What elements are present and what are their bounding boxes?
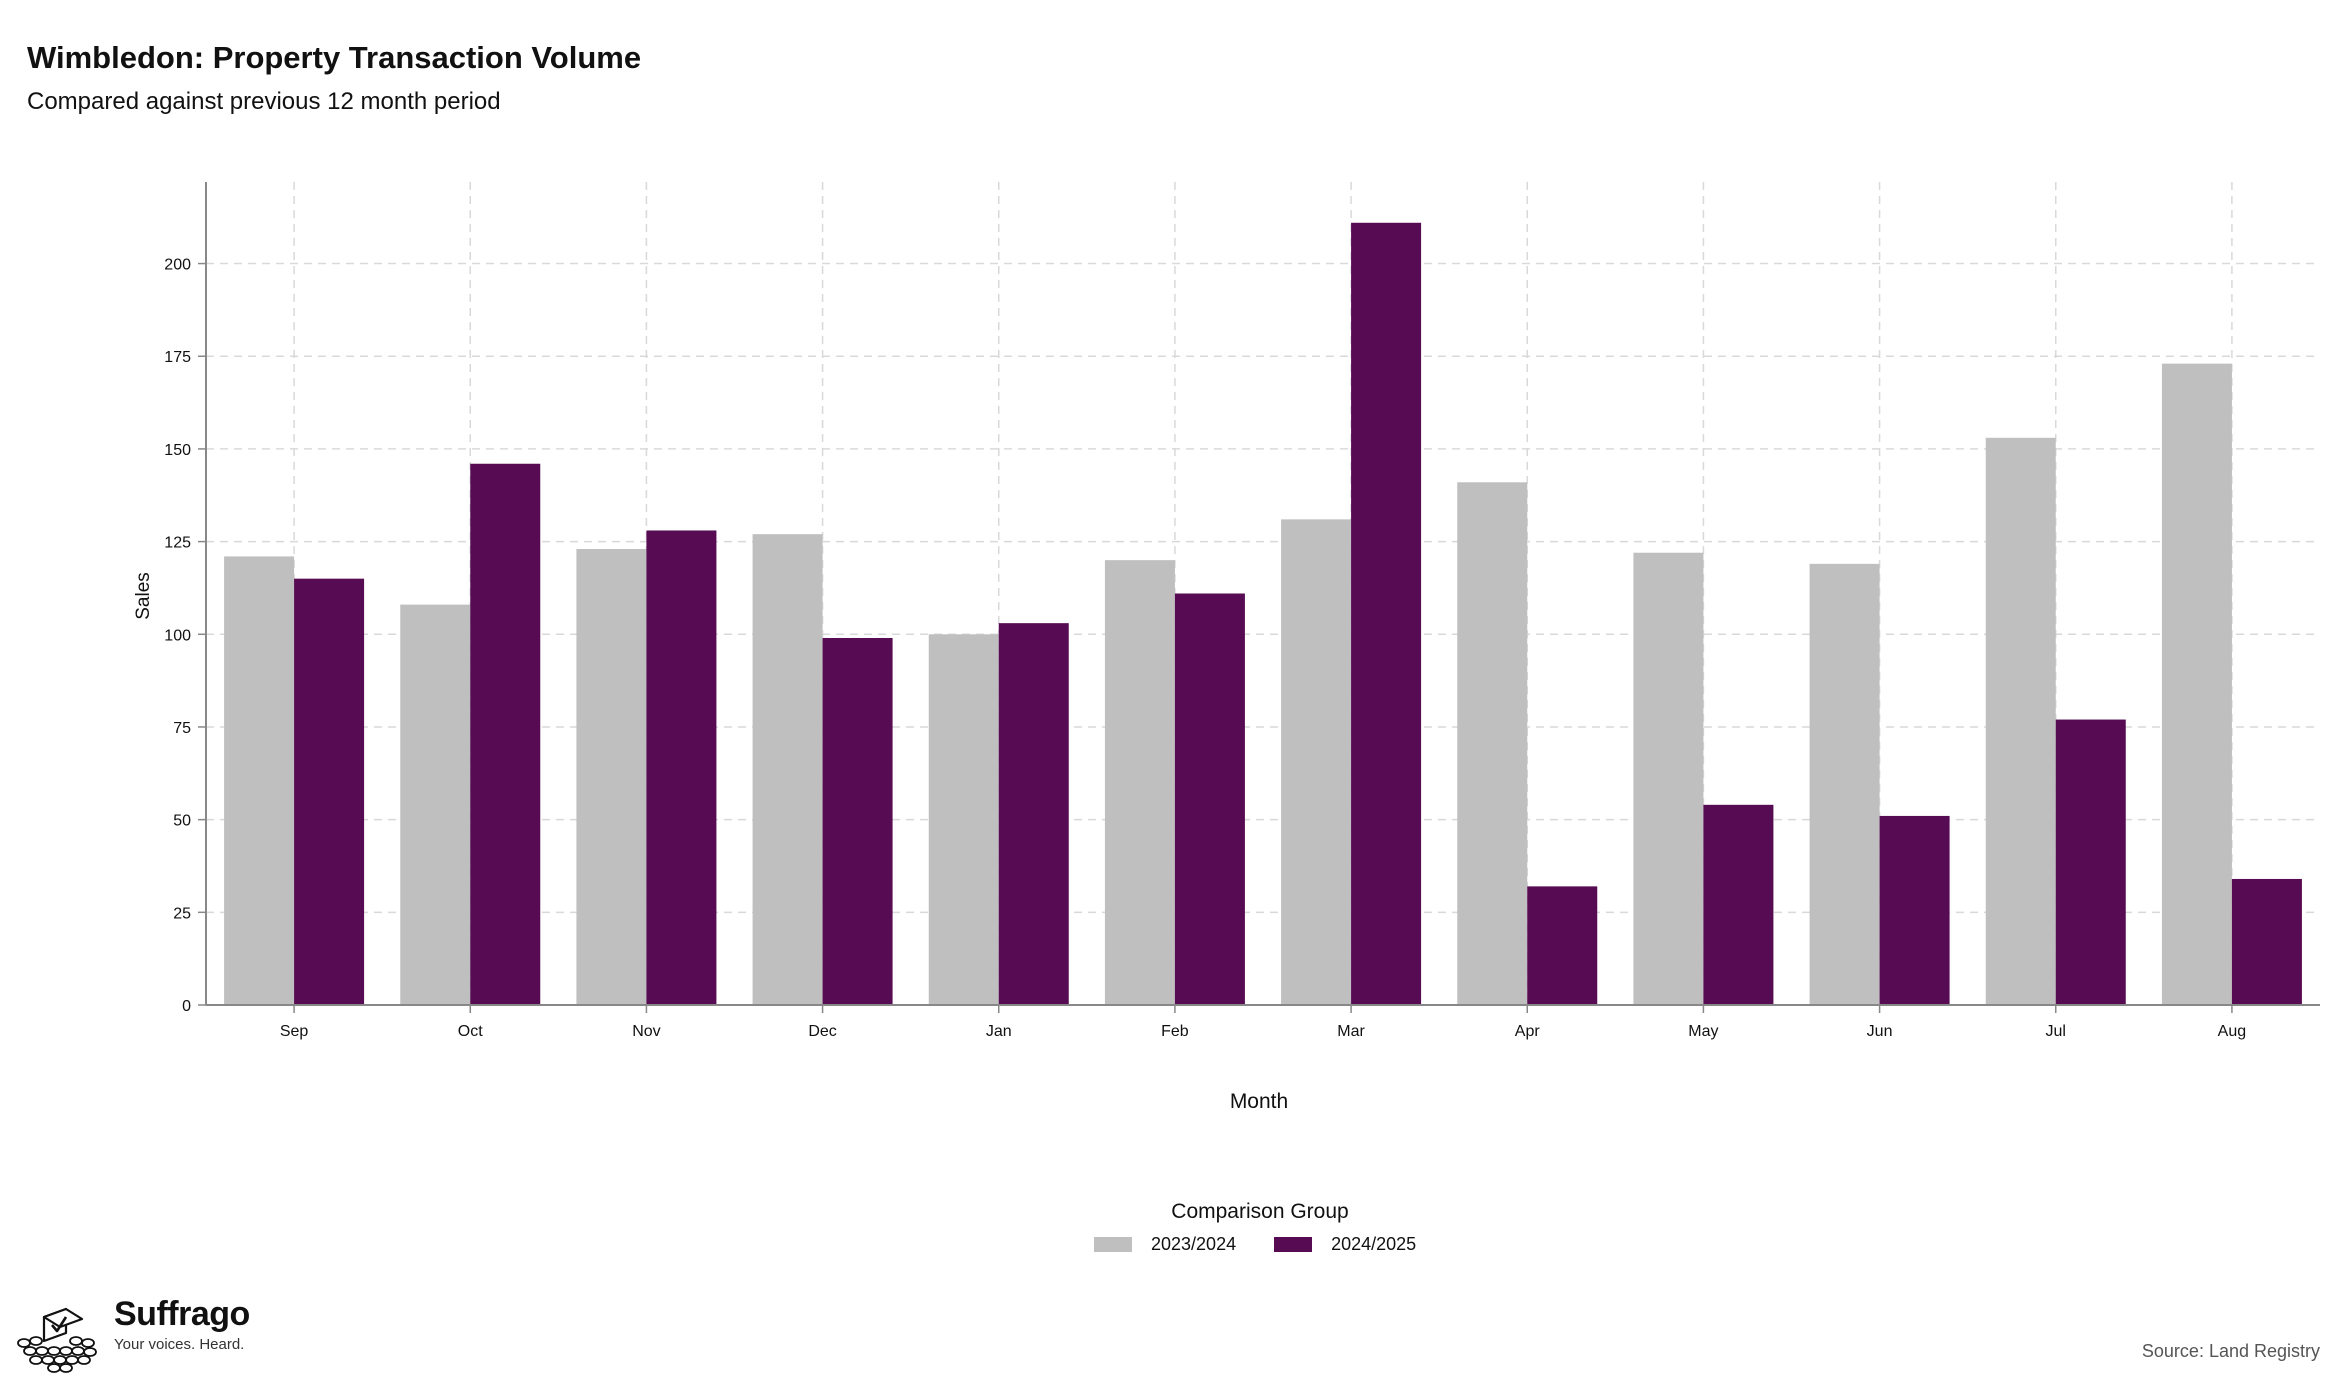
legend-item-2024-2025: 2024/2025 — [1274, 1234, 1416, 1255]
logo-tagline: Your voices. Heard. — [114, 1336, 245, 1353]
x-tick-label: Dec — [808, 1023, 836, 1040]
legend-swatch — [1274, 1237, 1313, 1252]
suffrago-logo: Suffrago Your voices. Heard. — [14, 1295, 250, 1375]
bar-2023-2024-jan — [928, 634, 999, 1005]
x-axis-title: Month — [1230, 1090, 1288, 1113]
bar-2024-2025-sep — [294, 578, 365, 1005]
y-tick-label: 25 — [173, 905, 191, 922]
y-axis-title: Sales — [133, 572, 154, 620]
bar-2024-2025-feb — [1174, 593, 1245, 1005]
chart-subtitle: Compared against previous 12 month perio… — [27, 88, 501, 115]
bar-2023-2024-jun — [1809, 563, 1880, 1005]
y-tick-label: 50 — [173, 813, 191, 830]
chart-title: Wimbledon: Property Transaction Volume — [27, 40, 642, 75]
bar-2024-2025-oct — [470, 463, 541, 1005]
legend-label: 2023/2024 — [1151, 1234, 1237, 1254]
bar-2023-2024-may — [1633, 552, 1704, 1005]
ballot-box-icon — [17, 1307, 97, 1373]
bar-2024-2025-nov — [646, 530, 717, 1005]
legend-items: 2023/2024 2024/2025 — [1094, 1234, 1454, 1255]
bar-2023-2024-sep — [224, 556, 295, 1005]
bar-2023-2024-apr — [1457, 482, 1528, 1005]
bar-2024-2025-jan — [998, 623, 1069, 1005]
bar-2023-2024-aug — [2161, 363, 2232, 1005]
bar-2024-2025-jun — [1879, 815, 1950, 1005]
x-tick-label: Sep — [280, 1023, 309, 1040]
x-tick-label: Jun — [1867, 1023, 1893, 1040]
y-tick-label: 200 — [164, 257, 191, 274]
bar-2023-2024-nov — [576, 549, 647, 1005]
y-tick-label: 125 — [164, 535, 191, 552]
y-tick-label: 175 — [164, 349, 191, 366]
x-tick-label: Nov — [632, 1023, 660, 1040]
x-tick-label: Apr — [1515, 1023, 1541, 1040]
x-tick-label: Mar — [1337, 1023, 1365, 1040]
legend-swatch — [1094, 1237, 1132, 1252]
bar-2024-2025-mar — [1351, 222, 1422, 1005]
bar-2023-2024-mar — [1281, 519, 1352, 1005]
bar-2023-2024-oct — [400, 604, 471, 1005]
bar-2024-2025-may — [1703, 804, 1774, 1005]
legend-label: 2024/2025 — [1331, 1234, 1417, 1254]
y-tick-label: 0 — [182, 998, 191, 1015]
logo-name: Suffrago — [114, 1295, 250, 1333]
y-tick-label: 100 — [164, 627, 191, 644]
bar-2024-2025-dec — [822, 637, 893, 1005]
x-tick-label: Jul — [2046, 1023, 2066, 1040]
bar-2024-2025-jul — [2055, 719, 2126, 1005]
bar-2023-2024-jul — [1985, 437, 2056, 1005]
source-note: Source: Land Registry — [2141, 1341, 2320, 1361]
x-tick-label: Jan — [986, 1023, 1012, 1040]
bar-2023-2024-feb — [1104, 560, 1175, 1005]
bar-2024-2025-apr — [1527, 886, 1598, 1005]
x-tick-label: Feb — [1161, 1023, 1189, 1040]
x-tick-label: May — [1688, 1023, 1718, 1040]
bar-chart: 0 25 50 75 100 125 150 175 200 Sep Oct Nov Dec Jan Feb… — [133, 182, 2320, 1113]
y-tick-label: 150 — [164, 442, 191, 459]
x-tick-label: Aug — [2218, 1023, 2246, 1040]
bar-2024-2025-aug — [2231, 878, 2302, 1005]
bar-2023-2024-dec — [752, 534, 823, 1005]
x-tick-label: Oct — [458, 1023, 483, 1040]
legend-title: Comparison Group — [1171, 1200, 1349, 1223]
y-tick-label: 75 — [173, 720, 191, 737]
legend-item-2023-2024: 2023/2024 — [1094, 1234, 1236, 1255]
